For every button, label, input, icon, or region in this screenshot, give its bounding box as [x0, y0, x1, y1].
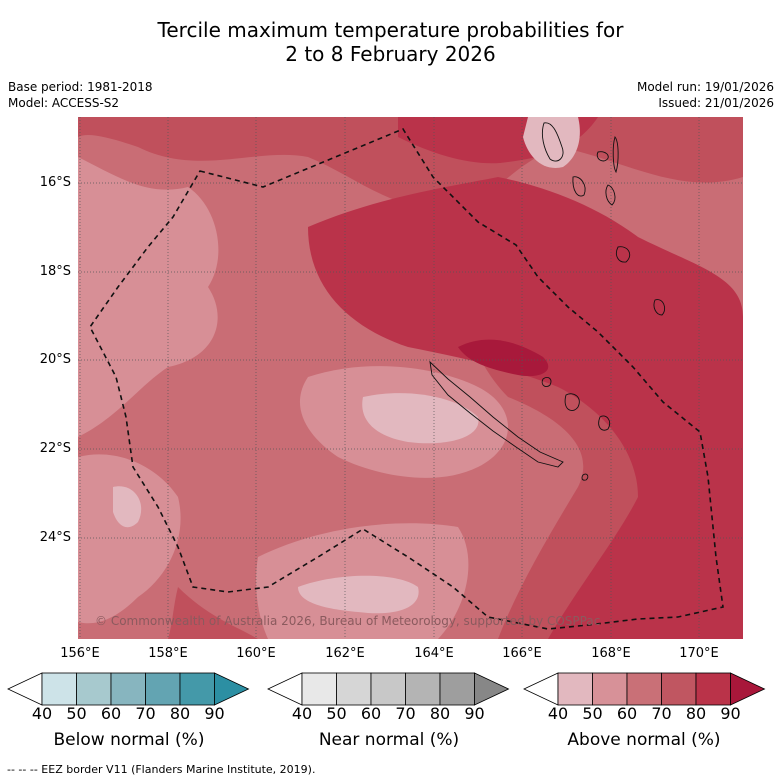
lat-label-16s: 16°S: [39, 175, 71, 190]
colorbar-above-low-triangle: [523, 672, 559, 706]
colorbar-below-tick-70: 70: [135, 704, 156, 723]
lon-label-170e: 170°E: [679, 646, 719, 661]
colorbar-above-cell-1: [592, 672, 628, 706]
colorbar-near-tick-90: 90: [464, 704, 485, 723]
lon-label-164e: 164°E: [414, 646, 454, 661]
model-run: Model run: 19/01/2026: [636, 80, 774, 94]
colorbar-above-tick-50: 50: [582, 704, 603, 723]
colorbar-above-tick-60: 60: [616, 704, 638, 723]
vanuatu-island-maewo: [612, 136, 619, 174]
colorbar-below-cell-3: [145, 672, 181, 706]
colorbar-near-tick-80: 80: [429, 704, 451, 723]
colorbar-below-normal: [7, 672, 250, 706]
colorbar-near-tick-60: 60: [360, 704, 382, 723]
probability-map: [78, 117, 743, 639]
below-normal-title: Below normal (%): [53, 730, 205, 750]
field-50-60-west: [78, 157, 219, 437]
vanuatu-island-tanna: [653, 299, 666, 316]
colorbar-near-tick-50: 50: [326, 704, 347, 723]
vanuatu-island-erromango: [615, 246, 631, 263]
copyright-credit: © Commonwealth of Australia 2026, Bureau…: [95, 614, 601, 628]
colorbar-below-tick-40: 40: [31, 704, 53, 723]
lon-label-156e: 156°E: [60, 646, 100, 661]
colorbar-above-cell-4: [695, 672, 731, 706]
colorbar-above-tick-90: 90: [720, 704, 741, 723]
colorbar-above-normal: [523, 672, 766, 706]
colorbar-below-cell-0: [41, 672, 77, 706]
eez-footnote: -- -- -- EEZ border V11 (Flanders Marine…: [7, 763, 316, 776]
colorbar-below-cell-4: [179, 672, 215, 706]
near-normal-title: Near normal (%): [318, 730, 460, 750]
lat-label-18s: 18°S: [39, 264, 71, 279]
colorbar-below-tick-50: 50: [66, 704, 87, 723]
field-40-50-southwest: [113, 486, 142, 528]
field-90-core: [458, 339, 549, 377]
base-period: Base period: 1981-2018: [8, 80, 153, 94]
colorbar-above-tick-40: 40: [547, 704, 569, 723]
colorbar-below-cell-2: [110, 672, 146, 706]
vanuatu-island-efate: [596, 151, 609, 162]
map-panel: [78, 117, 743, 639]
lon-label-168e: 168°E: [591, 646, 631, 661]
vanuatu-island-malekula: [572, 176, 586, 197]
meta-right: Model run: 19/01/2026 Issued: 21/01/2026: [637, 79, 774, 111]
colorbar-below-tick-90: 90: [204, 704, 225, 723]
new-caledonia-island: [429, 360, 564, 468]
field-80-90-central: [308, 177, 743, 639]
vanuatu-island-espiritu-santo: [541, 122, 564, 162]
field-40-50-south: [298, 575, 419, 614]
colorbar-near-cell-4: [439, 672, 475, 706]
colorbar-near-cell-2: [370, 672, 406, 706]
lon-label-160e: 160°E: [236, 646, 276, 661]
colorbar-below-cell-1: [76, 672, 112, 706]
colorbars: [7, 672, 766, 706]
map-gridlines: [78, 117, 743, 639]
colorbar-above-cell-3: [661, 672, 697, 706]
colorbar-below-high-triangle: [214, 672, 250, 706]
lon-label-162e: 162°E: [325, 646, 365, 661]
colorbar-above-cell-0: [557, 672, 593, 706]
meta-left: Base period: 1981-2018 Model: ACCESS-S2: [8, 79, 153, 111]
colorbar-near-cell-1: [336, 672, 372, 706]
lat-label-20s: 20°S: [39, 352, 71, 367]
field-50-60-southwest: [78, 454, 181, 624]
model-name: Model: ACCESS-S2: [8, 96, 120, 110]
colorbar-near-tick-70: 70: [395, 704, 416, 723]
lon-label-166e: 166°E: [502, 646, 542, 661]
isle-of-pines: [581, 473, 589, 481]
loyalty-island-3: [541, 376, 552, 388]
field-40-50-vanuatu: [523, 117, 580, 168]
colorbar-near-normal: [267, 672, 510, 706]
colorbar-above-high-triangle: [730, 672, 766, 706]
title-line-2: 2 to 8 February 2026: [285, 42, 496, 66]
colorbar-near-high-triangle: [474, 672, 510, 706]
colorbar-near-low-triangle: [267, 672, 303, 706]
above-normal-title: Above normal (%): [567, 730, 721, 750]
title-line-1: Tercile maximum temperature probabilitie…: [157, 18, 624, 42]
colorbar-below-tick-80: 80: [169, 704, 191, 723]
colorbar-near-cell-3: [405, 672, 441, 706]
colorbar-above-tick-80: 80: [685, 704, 707, 723]
issued-date: Issued: 21/01/2026: [658, 96, 774, 110]
lat-label-22s: 22°S: [39, 441, 71, 456]
lat-label-24s: 24°S: [39, 530, 71, 545]
field-70-80-south: [168, 587, 258, 639]
eez-border: [89, 128, 724, 630]
colorbar-near-tick-40: 40: [291, 704, 313, 723]
colorbar-above-tick-70: 70: [651, 704, 672, 723]
lon-label-158e: 158°E: [148, 646, 188, 661]
map-title: Tercile maximum temperature probabilitie…: [0, 18, 781, 66]
loyalty-island-2: [598, 415, 611, 431]
field-40-50-south-central: [362, 393, 479, 444]
colorbar-below-low-triangle: [7, 672, 43, 706]
colorbar-near-cell-0: [301, 672, 337, 706]
colorbar-below-tick-60: 60: [100, 704, 122, 723]
colorbar-above-cell-2: [626, 672, 662, 706]
vanuatu-island-pentecost: [605, 184, 616, 206]
loyalty-island-1: [564, 393, 580, 411]
